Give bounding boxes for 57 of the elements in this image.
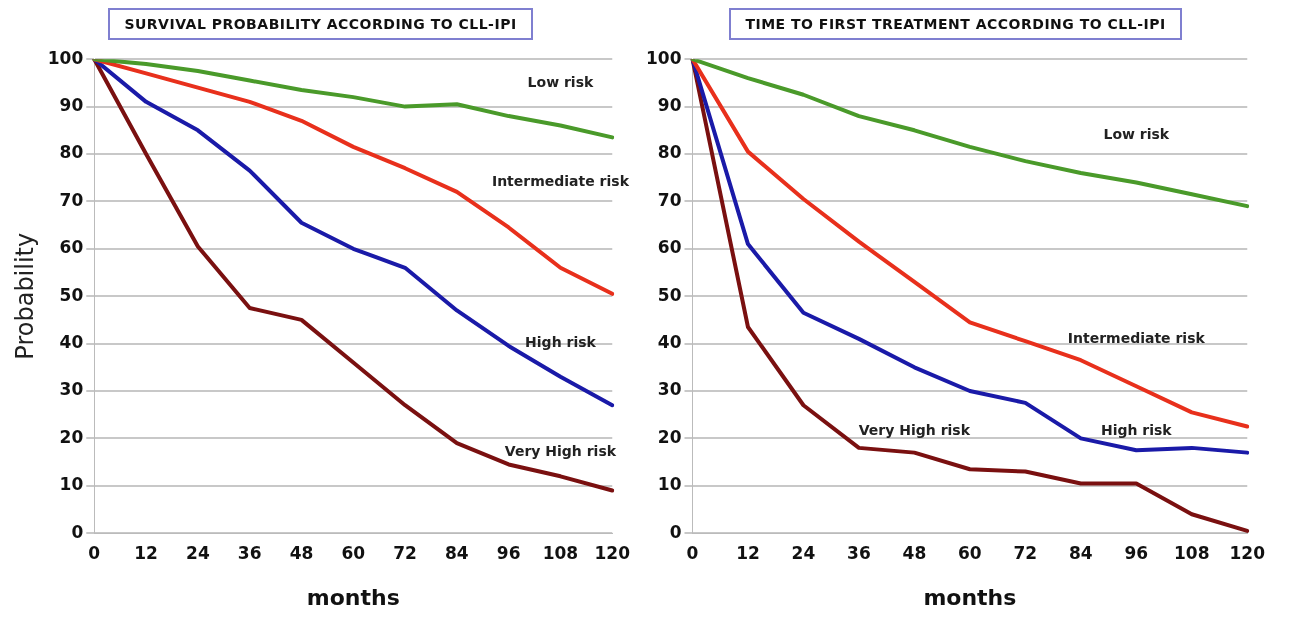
x-tick-label: 120 xyxy=(594,542,631,563)
x-tick-label: 84 xyxy=(445,542,469,563)
x-tick-label: 60 xyxy=(341,542,366,563)
x-tick-label: 96 xyxy=(1124,542,1149,563)
x-axis-title: months xyxy=(923,584,1017,610)
x-tick-label: 108 xyxy=(542,542,579,563)
x-tick-label: 0 xyxy=(686,542,699,563)
series-label: High risk xyxy=(1100,421,1173,438)
series-label: Intermediate risk xyxy=(491,173,630,190)
x-tick-label: 0 xyxy=(88,542,101,563)
y-tick-label: 100 xyxy=(645,47,682,68)
x-tick-label: 36 xyxy=(847,542,871,563)
series-label: Very High risk xyxy=(504,443,617,460)
x-tick-label: 60 xyxy=(958,542,982,563)
x-tick-label: 108 xyxy=(1174,542,1210,563)
y-tick-label: 70 xyxy=(59,189,84,210)
y-tick-label: 10 xyxy=(657,474,682,495)
y-tick-label: 80 xyxy=(59,142,84,163)
series-label: Very High risk xyxy=(858,421,971,438)
y-tick-label: 90 xyxy=(59,95,84,116)
x-axis-title: months xyxy=(306,584,400,610)
text: Low risk xyxy=(1103,125,1170,142)
y-tick-label: 50 xyxy=(59,284,84,305)
y-tick-label: 30 xyxy=(59,379,84,400)
y-tick-label: 20 xyxy=(657,426,682,447)
y-tick-label: 60 xyxy=(59,237,84,258)
x-tick-label: 120 xyxy=(1229,542,1266,563)
y-tick-label: 40 xyxy=(59,332,84,353)
x-tick-label: 36 xyxy=(237,542,262,563)
chart-title: TIME TO FIRST TREATMENT ACCORDING TO CLL-IPI xyxy=(729,8,1182,40)
series-label: Intermediate risk xyxy=(1067,329,1206,346)
chart-title: SURVIVAL PROBABILITY ACCORDING TO CLL-IPI xyxy=(108,8,533,40)
x-tick-label: 24 xyxy=(186,542,210,563)
x-tick-label: 84 xyxy=(1068,542,1093,563)
text: Low risk xyxy=(527,73,594,90)
y-tick-label: 0 xyxy=(669,521,682,542)
y-tick-label: 10 xyxy=(59,474,84,495)
x-tick-label: 72 xyxy=(393,542,417,563)
x-tick-label: 24 xyxy=(791,542,816,563)
x-tick-label: 48 xyxy=(289,542,314,563)
y-tick-label: 90 xyxy=(657,95,682,116)
y-tick-label: 70 xyxy=(657,189,682,210)
y-tick-label: 0 xyxy=(71,521,84,542)
y-tick-label: 20 xyxy=(59,426,84,447)
x-tick-label: 12 xyxy=(736,542,760,563)
y-tick-label: 80 xyxy=(657,142,682,163)
y-axis-title: Probability xyxy=(10,232,39,360)
y-tick-label: 100 xyxy=(47,47,84,68)
x-tick-label: 72 xyxy=(1013,542,1038,563)
y-tick-label: 50 xyxy=(657,284,682,305)
y-tick-label: 60 xyxy=(657,237,682,258)
series-label: High risk xyxy=(525,334,597,351)
y-tick-label: 40 xyxy=(657,332,682,353)
x-tick-label: 12 xyxy=(134,542,158,563)
x-tick-label: 48 xyxy=(902,542,927,563)
x-tick-label: 96 xyxy=(496,542,521,563)
y-tick-label: 30 xyxy=(657,379,682,400)
